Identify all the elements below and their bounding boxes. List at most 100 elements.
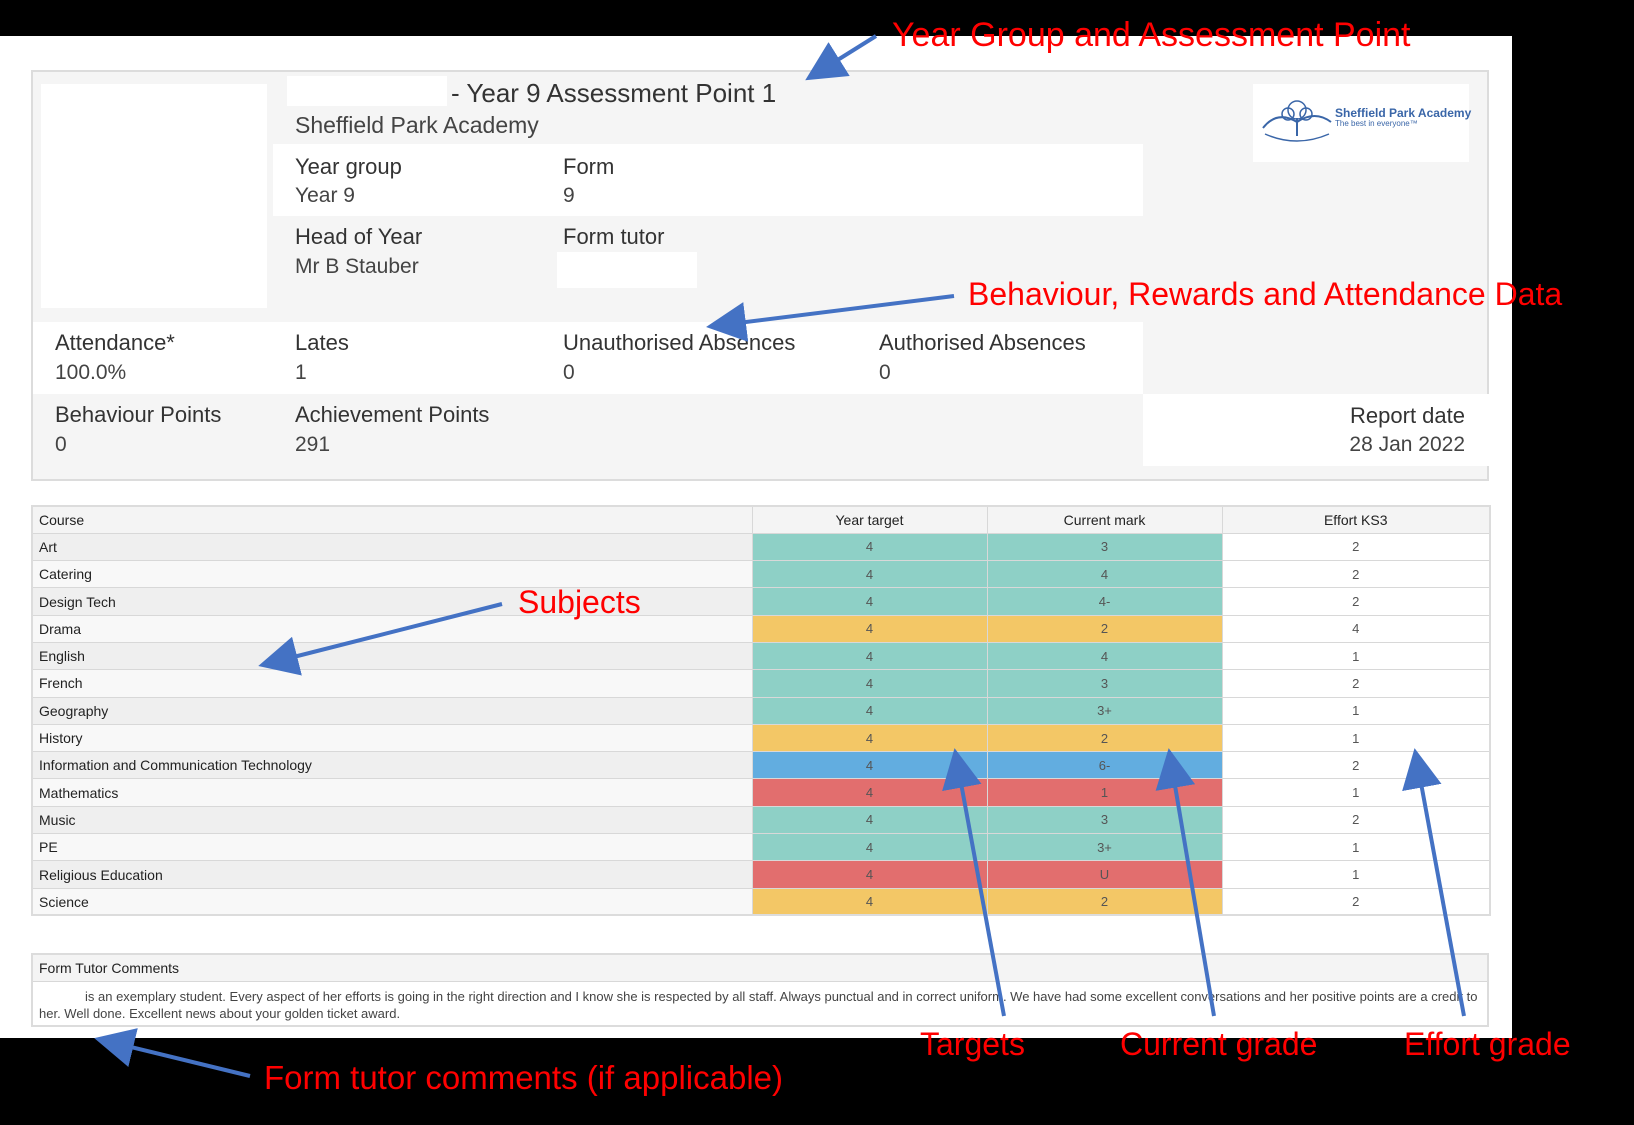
current-mark-cell: 4 [986,560,1223,589]
current-mark-cell: U [986,860,1223,889]
year-target-cell: 4 [751,805,988,835]
grades-table: Course Year target Current mark Effort K… [31,505,1491,917]
annotation-effort-grade: Effort grade [1404,1026,1571,1062]
report-date-label: Report date [1350,403,1465,428]
year-target-cell: 4 [751,614,988,643]
form-value: 9 [563,184,575,207]
year-form-band [273,144,1143,216]
current-mark-cell: 2 [986,614,1223,643]
student-photo-redacted [41,84,267,308]
year-target-cell: 4 [751,723,988,753]
behaviour-points-value: 0 [55,433,67,456]
effort-cell: 2 [1221,532,1491,562]
effort-cell: 1 [1221,778,1491,807]
form-tutor-comments: Form Tutor Comments is an exemplary stud… [31,953,1489,1027]
behaviour-points-label: Behaviour Points [55,402,222,427]
table-row: Science 4 2 2 [31,887,1491,916]
unauthorised-absences-label: Unauthorised Absences [563,330,796,355]
course-cell: French [31,669,753,698]
head-of-year-label: Head of Year [295,224,423,249]
year-target-cell: 4 [751,587,988,616]
current-mark-cell: 3+ [986,696,1223,725]
school-logo: Sheffield Park Academy The best in every… [1253,84,1472,162]
year-target-cell: 4 [751,887,988,916]
course-cell: Design Tech [31,587,753,616]
current-mark-cell: 3 [986,805,1223,835]
table-row: Design Tech 4 4- 2 [31,587,1491,616]
report-sheet: - Year 9 Assessment Point 1 Sheffield Pa… [0,36,1512,1038]
effort-cell: 4 [1221,614,1491,643]
course-cell: Geography [31,696,753,725]
course-cell: Art [31,532,753,562]
course-cell: PE [31,833,753,862]
header-effort: Effort KS3 [1221,505,1491,534]
current-mark-cell: 2 [986,723,1223,753]
effort-cell: 1 [1221,833,1491,862]
tree-logo-icon [1262,100,1332,142]
table-row: Mathematics 4 1 1 [31,778,1491,807]
logo-school-name: Sheffield Park Academy [1335,106,1472,120]
grades-header-row: Course Year target Current mark Effort K… [31,505,1491,534]
table-row: PE 4 3+ 1 [31,833,1491,862]
table-row: French 4 3 2 [31,669,1491,698]
annotation-subjects: Subjects [518,584,641,620]
annotation-comments: Form tutor comments (if applicable) [264,1059,783,1096]
effort-cell: 2 [1221,805,1491,835]
year-target-cell: 4 [751,669,988,698]
arrow-comments [94,1028,251,1078]
effort-cell: 2 [1221,887,1491,916]
current-mark-cell: 3 [986,669,1223,698]
annotation-current-grade: Current grade [1120,1026,1318,1062]
course-cell: Science [31,887,753,916]
year-target-cell: 4 [751,641,988,671]
head-of-year-value: Mr B Stauber [295,255,419,278]
effort-cell: 1 [1221,641,1491,671]
table-row: English 4 4 1 [31,641,1491,671]
year-target-cell: 4 [751,532,988,562]
course-cell: Catering [31,560,753,589]
table-row: Catering 4 4 2 [31,560,1491,589]
year-target-cell: 4 [751,860,988,889]
current-mark-cell: 4 [986,641,1223,671]
attendance-band [33,322,1143,394]
course-cell: Religious Education [31,860,753,889]
table-row: Information and Communication Technology… [31,751,1491,780]
effort-cell: 2 [1221,587,1491,616]
year-group-value: Year 9 [295,184,355,207]
course-cell: Mathematics [31,778,753,807]
attendance-value: 100.0% [55,361,127,384]
effort-cell: 1 [1221,860,1491,889]
student-name-redacted [287,76,447,106]
form-tutor-redacted [557,252,697,288]
course-cell: English [31,641,753,671]
table-row: Religious Education 4 U 1 [31,860,1491,889]
unauthorised-absences-value: 0 [563,361,575,384]
current-mark-cell: 3 [986,532,1223,562]
current-mark-cell: 1 [986,778,1223,807]
course-cell: Music [31,805,753,835]
effort-cell: 1 [1221,696,1491,725]
year-group-label: Year group [295,154,402,179]
logo-tagline: The best in everyone™ [1335,119,1418,128]
header-current-mark: Current mark [986,505,1223,534]
current-mark-cell: 4- [986,587,1223,616]
year-target-cell: 4 [751,751,988,780]
year-target-cell: 4 [751,833,988,862]
lates-value: 1 [295,361,307,384]
form-tutor-label: Form tutor [563,224,665,249]
comments-header: Form Tutor Comments [33,955,1487,982]
form-label: Form [563,154,615,179]
report-date-band [1143,394,1489,466]
current-mark-cell: 6- [986,751,1223,780]
table-row: Music 4 3 2 [31,805,1491,835]
current-mark-cell: 3+ [986,833,1223,862]
report-date-value: 28 Jan 2022 [1349,433,1465,456]
effort-cell: 1 [1221,723,1491,753]
table-row: Drama 4 2 4 [31,614,1491,643]
report-title: - Year 9 Assessment Point 1 [451,78,777,108]
lates-label: Lates [295,330,349,355]
authorised-absences-value: 0 [879,361,891,384]
year-target-cell: 4 [751,560,988,589]
achievement-points-label: Achievement Points [295,402,490,427]
course-cell: Drama [31,614,753,643]
